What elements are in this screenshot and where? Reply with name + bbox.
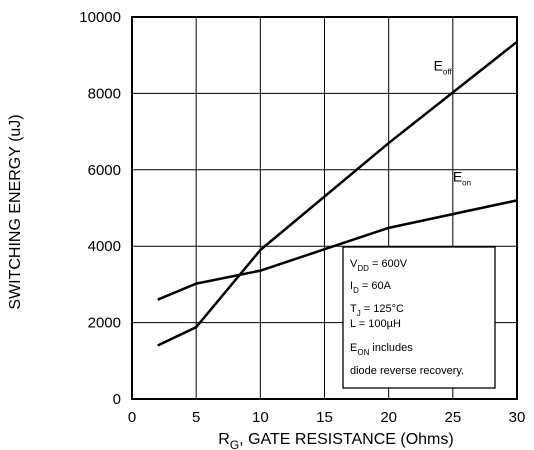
y-axis-title: SWITCHING ENERGY (uJ) [7,114,24,309]
series-labels: Eoff Eon [434,57,472,187]
test-condition-line: VDD = 600V [350,258,408,273]
x-tick-label-30: 30 [509,409,526,426]
x-tick-label-0: 0 [128,409,136,426]
test-condition-line: EON includes [350,342,413,357]
y-tick-label-6000: 6000 [88,162,121,179]
series-label-E-off: Eoff [434,57,453,76]
x-tick-labels: 0 5 10 15 20 25 30 [128,409,526,426]
test-condition-line: L = 100µH [350,318,401,330]
y-tick-label-2000: 2000 [88,315,121,332]
test-conditions-frame [342,246,496,389]
series-line-E-on [157,199,518,301]
y-tick-label-4000: 4000 [88,238,121,255]
x-tick-label-25: 25 [444,409,461,426]
y-tick-label-8000: 8000 [88,85,121,102]
test-condition-line: diode reverse recovery. [350,365,464,377]
x-axis-title: RG, GATE RESISTANCE (Ohms) [218,431,453,450]
series-line-E-off [157,40,518,347]
y-tick-label-10000: 10000 [79,9,121,26]
grid [132,17,517,399]
y-tick-label-0: 0 [113,391,121,408]
x-tick-label-5: 5 [192,409,200,426]
series-lines [157,40,518,347]
test-condition-line: TJ = 125°C [350,303,404,318]
y-tick-labels: 0 2000 4000 6000 8000 10000 [79,9,121,408]
series-label-E-on: Eon [453,168,471,187]
x-tick-label-20: 20 [380,409,397,426]
x-tick-label-15: 15 [316,409,333,426]
test-condition-line: ID = 60A [350,280,392,295]
plot-frame [131,16,518,400]
test-conditions-box: VDD = 600V ID = 60A TJ = 125°CL = 100µH EON… [342,246,496,389]
x-tick-label-10: 10 [252,409,269,426]
